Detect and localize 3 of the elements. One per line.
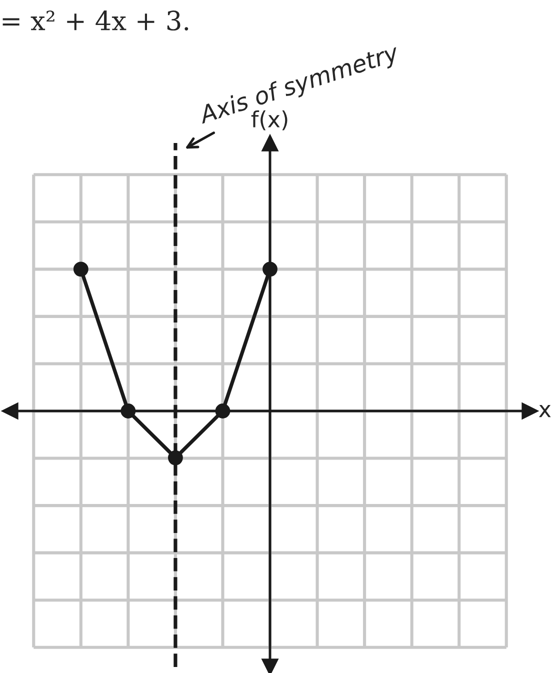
text: f(x) xyxy=(251,110,288,130)
chart-title: = x² + 4x + 3. xyxy=(2,10,188,31)
text: x xyxy=(538,404,551,418)
